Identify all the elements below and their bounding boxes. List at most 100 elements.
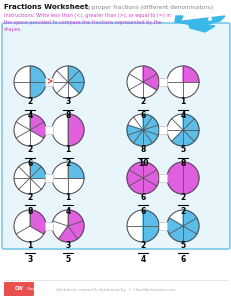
Text: 1: 1 [27, 241, 33, 250]
Text: 4: 4 [179, 111, 185, 120]
Polygon shape [142, 162, 156, 178]
FancyBboxPatch shape [158, 174, 166, 182]
Text: 1: 1 [65, 193, 70, 202]
Polygon shape [126, 170, 142, 186]
Circle shape [166, 114, 198, 146]
FancyBboxPatch shape [45, 222, 53, 230]
Text: 6: 6 [140, 207, 145, 216]
FancyBboxPatch shape [158, 78, 166, 86]
Circle shape [14, 210, 46, 242]
Text: 1: 1 [65, 145, 70, 154]
Text: 2: 2 [65, 159, 70, 168]
Circle shape [14, 162, 46, 194]
Text: Fractions Worksheet: Fractions Worksheet [4, 4, 88, 10]
Circle shape [52, 66, 84, 98]
Polygon shape [68, 162, 84, 178]
Circle shape [52, 210, 84, 242]
Polygon shape [171, 130, 182, 146]
Text: 3: 3 [65, 97, 70, 106]
Text: Instructions: Write less than (<), greater than (>), or equal to (=) in
the spac: Instructions: Write less than (<), great… [4, 13, 170, 32]
Polygon shape [174, 16, 224, 26]
Text: 5: 5 [65, 255, 70, 264]
Circle shape [126, 162, 158, 194]
Polygon shape [142, 170, 158, 186]
Polygon shape [182, 66, 198, 82]
Circle shape [52, 162, 84, 194]
Circle shape [126, 114, 158, 146]
Polygon shape [142, 125, 158, 135]
Circle shape [52, 114, 84, 146]
Text: 3: 3 [65, 241, 70, 250]
Polygon shape [142, 130, 152, 146]
Text: 8: 8 [27, 207, 33, 216]
Circle shape [207, 17, 211, 21]
Text: 2: 2 [27, 145, 33, 154]
Polygon shape [30, 82, 46, 98]
Text: 5: 5 [180, 145, 185, 154]
Polygon shape [133, 130, 142, 146]
Polygon shape [142, 114, 152, 130]
Polygon shape [166, 162, 182, 194]
Text: 2: 2 [140, 241, 145, 250]
Polygon shape [30, 66, 46, 82]
FancyBboxPatch shape [45, 126, 53, 134]
Polygon shape [174, 16, 182, 22]
Text: 6: 6 [140, 193, 145, 202]
Text: 4: 4 [65, 207, 70, 216]
Text: 10: 10 [137, 159, 148, 168]
FancyBboxPatch shape [45, 78, 53, 86]
Text: Worksheet created & distributed by: © ClassWorksheets.com: Worksheet created & distributed by: © Cl… [56, 288, 175, 292]
Text: 2: 2 [179, 193, 185, 202]
Circle shape [126, 66, 158, 98]
Polygon shape [182, 162, 198, 194]
Polygon shape [68, 71, 84, 82]
Polygon shape [182, 130, 194, 146]
Polygon shape [142, 130, 158, 143]
Polygon shape [182, 114, 194, 130]
Polygon shape [58, 226, 77, 242]
Polygon shape [142, 66, 156, 82]
Polygon shape [182, 210, 196, 226]
FancyBboxPatch shape [45, 174, 53, 182]
Polygon shape [30, 114, 44, 130]
Polygon shape [30, 167, 46, 178]
FancyBboxPatch shape [2, 23, 229, 249]
Polygon shape [142, 210, 158, 226]
Polygon shape [68, 210, 83, 226]
Polygon shape [68, 82, 84, 93]
Polygon shape [142, 226, 158, 242]
Text: >: > [46, 77, 52, 86]
Text: 4: 4 [140, 255, 145, 264]
Text: ClassWorksheets: ClassWorksheets [27, 287, 60, 291]
Polygon shape [187, 22, 214, 32]
Polygon shape [129, 162, 142, 178]
Circle shape [14, 114, 46, 146]
FancyBboxPatch shape [158, 222, 166, 230]
Text: CW: CW [15, 286, 23, 292]
Polygon shape [182, 130, 198, 141]
Polygon shape [126, 125, 142, 135]
Polygon shape [129, 178, 142, 194]
Polygon shape [30, 122, 46, 138]
Text: 6: 6 [27, 159, 33, 168]
Text: 6: 6 [179, 255, 185, 264]
Polygon shape [68, 221, 84, 239]
Polygon shape [182, 226, 196, 242]
Polygon shape [68, 114, 84, 146]
Polygon shape [168, 226, 182, 242]
Circle shape [166, 210, 198, 242]
Circle shape [166, 66, 198, 98]
Text: 2: 2 [27, 193, 33, 202]
Polygon shape [127, 130, 142, 143]
Polygon shape [166, 218, 182, 234]
Text: 1: 1 [179, 97, 185, 106]
Text: 2: 2 [140, 97, 145, 106]
Text: 8: 8 [65, 111, 70, 120]
Text: 3: 3 [27, 255, 33, 264]
FancyBboxPatch shape [158, 126, 166, 134]
Polygon shape [182, 218, 198, 234]
Polygon shape [30, 210, 46, 234]
Circle shape [166, 162, 198, 194]
Polygon shape [142, 74, 158, 90]
Text: 6: 6 [140, 111, 145, 120]
